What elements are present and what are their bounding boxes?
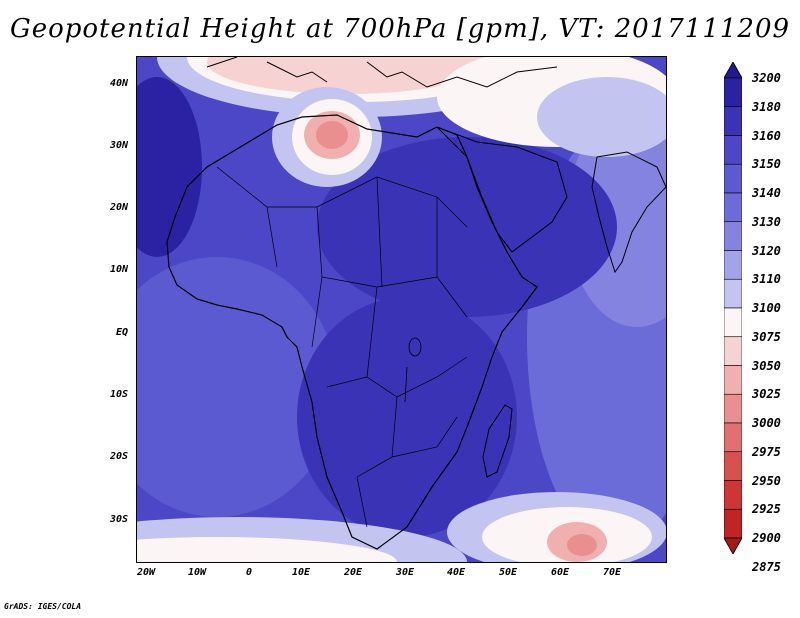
colorbar-label: 3050 <box>752 358 781 373</box>
europe-coastline <box>206 57 558 88</box>
lon-label-30e: 30E <box>395 567 415 578</box>
colorbar-label: 3000 <box>752 416 781 430</box>
colorbar-label: 2925 <box>752 502 781 517</box>
colorbar-swatch <box>723 480 743 510</box>
chart-title: Geopotential Height at 700hPa [gpm], VT:… <box>9 14 791 44</box>
field-atlantic-high <box>137 77 202 257</box>
lon-label-10e: 10E <box>291 567 311 578</box>
colorbar-swatch <box>723 508 743 539</box>
lon-label-20w: 20W <box>136 567 156 578</box>
colorbar-label: 3160 <box>752 128 781 143</box>
colorbar-swatch <box>723 365 743 395</box>
lon-label-60e: 60E <box>550 567 570 578</box>
lat-label-20n: 20N <box>109 202 128 213</box>
colorbar-label: 3140 <box>752 186 781 200</box>
colorbar-label: 3180 <box>752 99 781 114</box>
lon-label-70e: 70E <box>602 567 622 578</box>
field-africa-south-dark <box>297 297 517 537</box>
colorbar-label: 3025 <box>752 387 781 402</box>
colorbar-label: 2950 <box>752 473 781 488</box>
colorbar-swatch <box>723 221 743 251</box>
colorbar-label: 3150 <box>752 157 781 172</box>
colorbar-label: 2875 <box>752 559 781 574</box>
lat-label-30n: 30N <box>109 140 128 151</box>
lake-victoria <box>408 337 422 357</box>
lon-label-10w: 10W <box>187 567 207 578</box>
colorbar-label: 3075 <box>752 329 781 344</box>
field-se-core <box>567 534 597 556</box>
colorbar-swatch <box>723 307 743 338</box>
lon-label-50e: 50E <box>498 567 518 578</box>
africa-coastline <box>166 114 538 550</box>
map-plot-area[interactable] <box>136 56 667 563</box>
arabia-coastline <box>436 126 568 253</box>
lon-label-0: 0 <box>245 567 253 578</box>
colorbar-swatch-top <box>723 61 743 79</box>
colorbar-swatch <box>723 106 743 136</box>
lat-label-10s: 10S <box>109 389 128 400</box>
colorbar-swatch-bottom <box>723 537 743 555</box>
lat-label-20s: 20S <box>109 451 128 462</box>
colorbar-label: 3200 <box>752 71 781 85</box>
colorbar-label: 3130 <box>752 214 781 229</box>
field-med-pink <box>207 57 487 94</box>
field-ne-light <box>537 77 666 157</box>
colorbar-swatch <box>723 192 743 223</box>
colorbar-swatch <box>723 393 743 424</box>
colorbar-swatches <box>723 61 743 555</box>
colorbar-swatch <box>723 451 743 481</box>
colorbar-swatch <box>723 278 743 309</box>
colorbar-swatch <box>723 422 743 453</box>
grads-credit: GrADS: IGES/COLA <box>4 602 82 611</box>
field-trough-core <box>316 121 348 149</box>
colorbar-swatch <box>723 336 743 366</box>
field-south-white <box>137 537 397 562</box>
colorbar-swatch <box>723 250 743 280</box>
geopotential-field <box>137 57 666 562</box>
lat-label-10n: 10N <box>109 264 128 275</box>
field-atlantic-band <box>137 257 337 517</box>
lat-label-40n: 40N <box>109 78 128 89</box>
colorbar-swatch <box>723 135 743 165</box>
colorbar-swatch <box>723 77 743 108</box>
colorbar-label: 2975 <box>752 444 781 459</box>
lon-label-20e: 20E <box>343 567 363 578</box>
madagascar-coastline <box>482 404 513 478</box>
colorbar-swatch <box>723 163 743 194</box>
colorbar-label: 3110 <box>752 272 781 287</box>
colorbar-label: 3100 <box>752 301 781 315</box>
lake-tanganyika <box>404 366 408 403</box>
lat-label-30s: 30S <box>109 514 128 525</box>
colorbar-label: 2900 <box>752 531 781 545</box>
colorbar <box>723 61 743 555</box>
lat-label-eq: EQ <box>115 327 128 338</box>
india-coastline <box>591 151 666 274</box>
colorbar-label: 3120 <box>752 243 781 258</box>
lon-label-40e: 40E <box>446 567 466 578</box>
country-borders <box>216 166 468 528</box>
